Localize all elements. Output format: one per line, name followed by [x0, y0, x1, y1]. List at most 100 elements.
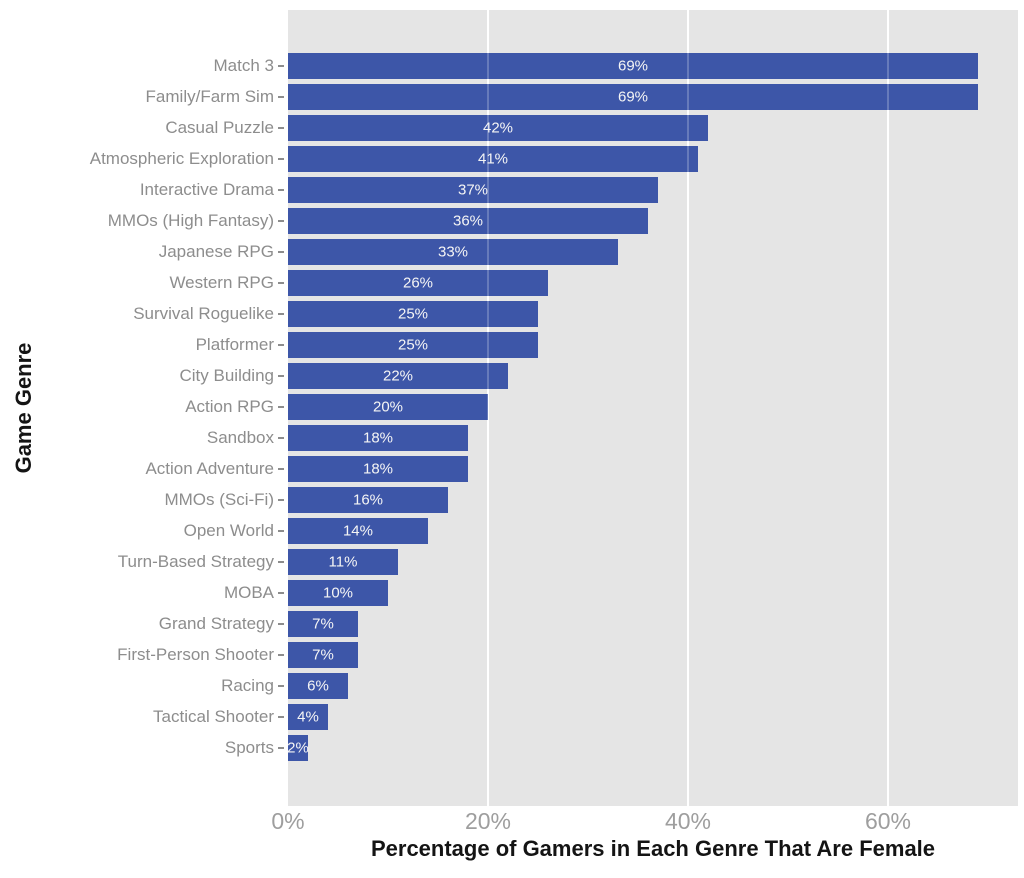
y-axis-tick-mark — [278, 467, 284, 470]
bar: 11% — [288, 548, 398, 575]
bar: 6% — [288, 672, 348, 699]
bar-value-label: 33% — [437, 243, 469, 260]
y-axis-tick-mark — [278, 157, 284, 160]
category-label: Open World — [183, 521, 274, 540]
bar-row: Sandbox 18% — [0, 422, 1024, 453]
category-label: MMOs (High Fantasy) — [107, 211, 274, 230]
y-axis-tick-mark — [278, 591, 284, 594]
bar: 16% — [288, 486, 448, 513]
category-label: Sports — [224, 738, 274, 757]
bar-value-label: 36% — [452, 212, 484, 229]
bar-area: 18% — [288, 424, 1018, 451]
bar: 33% — [288, 238, 618, 265]
category-label: First-Person Shooter — [117, 645, 274, 664]
category-label: Western RPG — [169, 273, 274, 292]
bar-value-label: 69% — [617, 57, 649, 74]
gridline-60 — [887, 10, 889, 806]
y-axis-tick-mark — [278, 746, 284, 749]
bar-value-label: 7% — [312, 646, 334, 663]
bar-value-label: 11% — [328, 553, 358, 570]
bar: 7% — [288, 610, 358, 637]
bar-area: 42% — [288, 114, 1018, 141]
y-axis-tick-mark — [278, 312, 284, 315]
y-axis-tick-mark — [278, 715, 284, 718]
bar-value-label: 25% — [397, 336, 429, 353]
bar-value-label: 22% — [382, 367, 414, 384]
gridline-20 — [487, 10, 489, 806]
x-tick-label-20: 20% — [464, 808, 512, 834]
x-axis: 0% 20% 40% 60% — [271, 806, 1018, 840]
gridline-overlay-60 — [887, 10, 889, 806]
bar-area: 41% — [288, 145, 1018, 172]
y-axis-tick-mark — [278, 684, 284, 687]
bar-area: 11% — [288, 548, 1018, 575]
bar-area: 22% — [288, 362, 1018, 389]
category-label: Racing — [221, 676, 274, 695]
bar-value-label: 25% — [397, 305, 429, 322]
bar: 18% — [288, 424, 468, 451]
bar-value-label: 7% — [312, 615, 334, 632]
y-axis-tick-mark — [278, 560, 284, 563]
category-label: Japanese RPG — [158, 242, 274, 261]
y-axis-tick-mark — [278, 436, 284, 439]
bar-row: Western RPG 26% — [0, 267, 1024, 298]
bar-value-label: 18% — [362, 460, 394, 477]
y-axis-tick-mark — [278, 188, 284, 191]
bar-area: 37% — [288, 176, 1018, 203]
bar-row: Sports 2% — [0, 732, 1024, 763]
bar-area: 18% — [288, 455, 1018, 482]
category-label: Platformer — [195, 335, 274, 354]
y-axis-tick-mark — [278, 281, 284, 284]
bar: 37% — [288, 176, 658, 203]
bar-value-label: 18% — [362, 429, 394, 446]
bar-area: 36% — [288, 207, 1018, 234]
category-label: Sandbox — [206, 428, 274, 447]
bar-row: Open World 14% — [0, 515, 1024, 546]
bar: 25% — [288, 331, 538, 358]
category-label: MOBA — [223, 583, 274, 602]
bar: 41% — [288, 145, 698, 172]
y-axis-tick-mark — [278, 529, 284, 532]
bar-value-label: 4% — [297, 708, 319, 725]
category-label: Turn-Based Strategy — [117, 552, 274, 571]
y-axis-tick-mark — [278, 374, 284, 377]
bar-area: 20% — [288, 393, 1018, 420]
bar-row: Tactical Shooter 4% — [0, 701, 1024, 732]
y-axis-tick-mark — [278, 250, 284, 253]
bar-value-label: 16% — [352, 491, 384, 508]
category-label: Survival Roguelike — [133, 304, 274, 323]
bar-value-label: 42% — [482, 119, 514, 136]
bar-area: 14% — [288, 517, 1018, 544]
bar: 10% — [288, 579, 388, 606]
bar-area: 33% — [288, 238, 1018, 265]
bar: 14% — [288, 517, 428, 544]
bar-area: 4% — [288, 703, 1018, 730]
bar-row: First-Person Shooter 7% — [0, 639, 1024, 670]
bar-area: 6% — [288, 672, 1018, 699]
bar-row: Family/Farm Sim 69% — [0, 81, 1024, 112]
category-label: Interactive Drama — [139, 180, 274, 199]
bar-area: 26% — [288, 269, 1018, 296]
bar-value-label: 41% — [477, 150, 509, 167]
y-axis-tick-mark — [278, 95, 284, 98]
x-tick-label-40: 40% — [664, 808, 712, 834]
bar: 42% — [288, 114, 708, 141]
bar: 69% — [288, 83, 978, 110]
bar-row: MMOs (Sci-Fi) 16% — [0, 484, 1024, 515]
bar-row: Platformer 25% — [0, 329, 1024, 360]
bar: 22% — [288, 362, 508, 389]
gridline-40 — [687, 10, 689, 806]
y-axis-tick-mark — [278, 498, 284, 501]
bar-row: Turn-Based Strategy 11% — [0, 546, 1024, 577]
bar-area: 69% — [288, 83, 1018, 110]
bar: 36% — [288, 207, 648, 234]
bar-row: Match 3 69% — [0, 50, 1024, 81]
x-tick-label-60: 60% — [864, 808, 912, 834]
y-axis-tick-mark — [278, 653, 284, 656]
bar: 69% — [288, 52, 978, 79]
bar-value-label: 6% — [307, 677, 329, 694]
y-axis-tick-mark — [278, 405, 284, 408]
y-axis-tick-mark — [278, 343, 284, 346]
y-axis-tick-mark — [278, 622, 284, 625]
